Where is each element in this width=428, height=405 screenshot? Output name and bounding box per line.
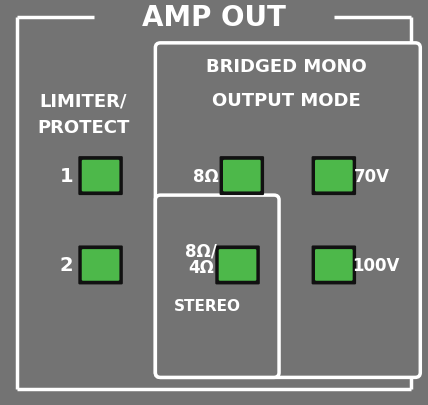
Text: 1: 1 [59,167,73,185]
FancyBboxPatch shape [78,246,123,285]
FancyBboxPatch shape [82,249,119,281]
FancyBboxPatch shape [155,196,279,377]
Text: 8Ω/: 8Ω/ [185,242,217,260]
FancyBboxPatch shape [215,246,260,285]
Text: PROTECT: PROTECT [37,119,130,136]
Text: 100V: 100V [352,256,399,274]
FancyBboxPatch shape [78,157,123,196]
Text: AMP OUT: AMP OUT [142,4,286,32]
FancyBboxPatch shape [155,44,420,377]
Text: 8Ω: 8Ω [193,167,218,185]
FancyBboxPatch shape [315,160,353,192]
FancyBboxPatch shape [312,157,356,196]
FancyBboxPatch shape [315,249,353,281]
FancyBboxPatch shape [220,157,264,196]
Text: STEREO: STEREO [174,298,241,313]
FancyBboxPatch shape [312,246,356,285]
Text: 2: 2 [59,256,73,275]
Text: 4Ω: 4Ω [188,258,214,276]
Text: LIMITER/: LIMITER/ [40,92,127,110]
Text: 70V: 70V [354,167,390,185]
FancyBboxPatch shape [82,160,119,192]
FancyBboxPatch shape [223,160,261,192]
FancyBboxPatch shape [219,249,256,281]
Text: OUTPUT MODE: OUTPUT MODE [212,92,361,110]
Text: BRIDGED MONO: BRIDGED MONO [206,58,367,76]
